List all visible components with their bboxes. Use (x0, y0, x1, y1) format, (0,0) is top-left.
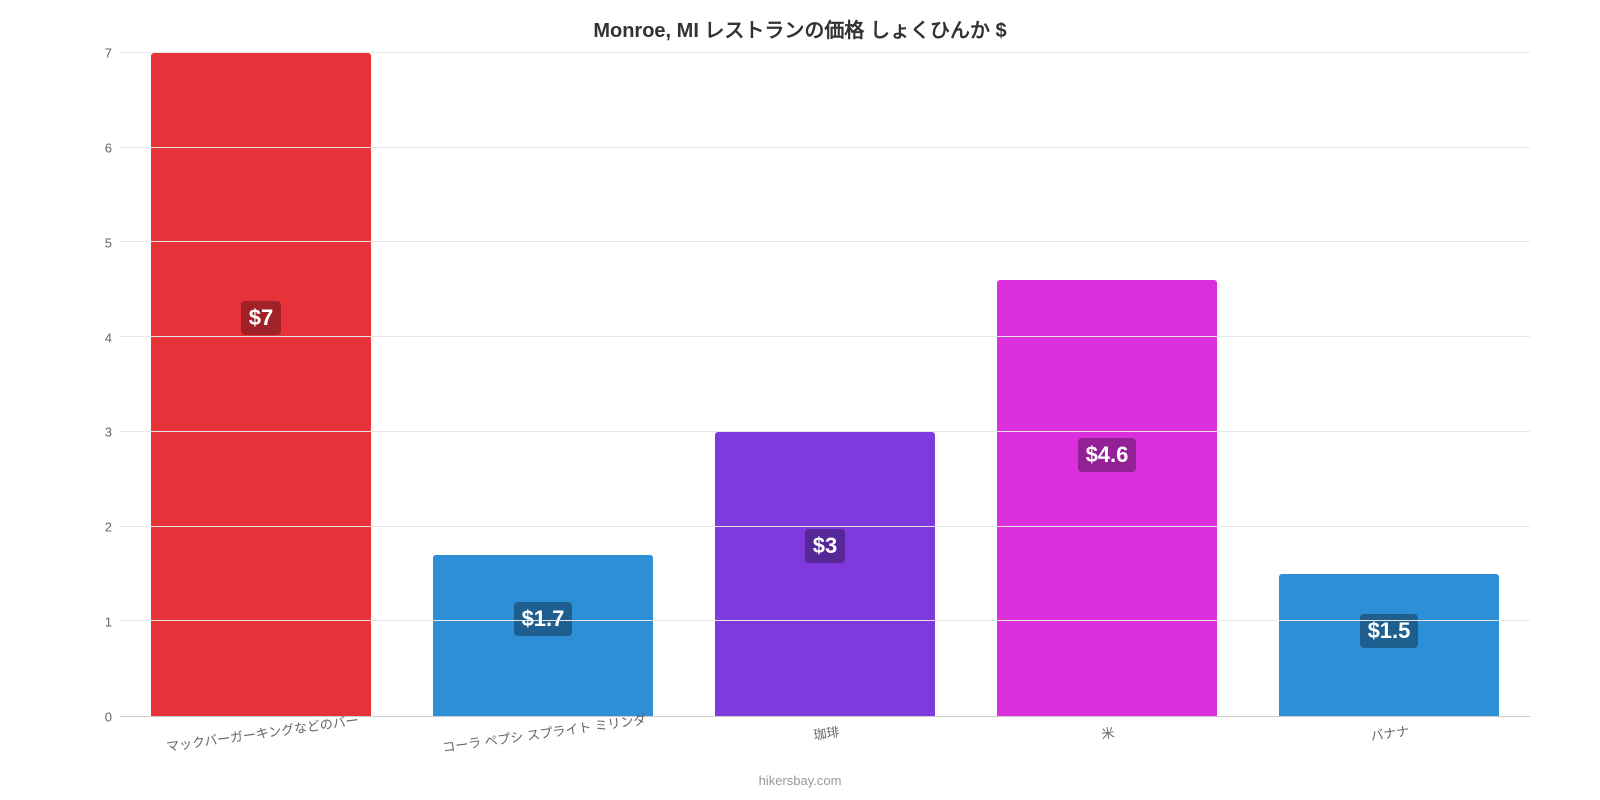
x-slot: マックバーガーキングなどのバー (120, 723, 402, 743)
y-tick: 0 (105, 710, 112, 725)
y-tick: 1 (105, 615, 112, 630)
x-slot: コーラ ペプシ スプライト ミリンダ (402, 723, 684, 743)
bar-slot: $7 (120, 53, 402, 716)
bar-slot: $3 (684, 53, 966, 716)
chart-title: Monroe, MI レストランの価格 しょくひんか $ (0, 0, 1600, 43)
y-tick: 7 (105, 46, 112, 61)
bar-value-badge: $1.5 (1360, 614, 1419, 648)
y-tick: 2 (105, 520, 112, 535)
bar-value-badge: $3 (805, 529, 845, 563)
plot-row: 01234567 $7$1.7$3$4.6$1.5 (0, 43, 1600, 717)
bar: $1.5 (1279, 574, 1499, 716)
x-category-label: 珈琲 (812, 721, 840, 743)
x-axis: マックバーガーキングなどのバーコーラ ペプシ スプライト ミリンダ 珈琲 米 バナナ (0, 717, 1600, 743)
x-slot: 珈琲 (684, 723, 966, 743)
x-category-label: バナナ (1370, 720, 1411, 744)
grid-line (120, 147, 1530, 148)
bar: $3 (715, 432, 935, 716)
grid-line (120, 52, 1530, 53)
grid-line (120, 431, 1530, 432)
y-tick: 4 (105, 330, 112, 345)
y-axis: 01234567 (70, 53, 120, 717)
bar-slot: $4.6 (966, 53, 1248, 716)
x-slot: 米 (966, 723, 1248, 743)
y-tick: 5 (105, 235, 112, 250)
bar: $7 (151, 53, 371, 716)
bar-value-badge: $4.6 (1078, 438, 1137, 472)
bar-value-badge: $7 (241, 301, 281, 335)
chart-credit: hikersbay.com (0, 743, 1600, 800)
price-bar-chart: Monroe, MI レストランの価格 しょくひんか $ 0 1 2 3 4 5 6 7 $7… (0, 0, 1600, 800)
grid-line (120, 620, 1530, 621)
bar: $1.7 (433, 555, 653, 716)
grid-line (120, 526, 1530, 527)
y-tick: 3 (105, 425, 112, 440)
bar: $4.6 (997, 280, 1217, 716)
bar-slot: $1.7 (402, 53, 684, 716)
grid-line (120, 241, 1530, 242)
grid-line (120, 336, 1530, 337)
bar-slot: $1.5 (1248, 53, 1530, 716)
x-category-label: 米 (1101, 722, 1117, 743)
plot-area: $7 $1.7 $3 $4.6 $1.5 (120, 53, 1530, 717)
y-tick: 6 (105, 140, 112, 155)
bars-container: $7 $1.7 $3 $4.6 $1.5 (120, 53, 1530, 716)
x-slot: バナナ (1248, 723, 1530, 743)
